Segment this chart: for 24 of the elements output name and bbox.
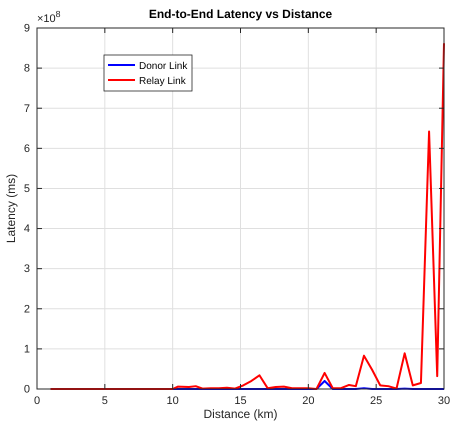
y-tick-label: 7 [24, 102, 30, 115]
text: ×10$^{8}$ [37, 9, 61, 25]
y-tick-label: 9 [24, 22, 30, 35]
x-tick-label: 30 [438, 394, 450, 407]
legend-label: Donor Link [139, 61, 188, 72]
x-tick-label: 20 [302, 394, 314, 407]
y-axis-title: Latency (ms) [4, 174, 18, 244]
x-axis-title: Distance (km) [203, 407, 278, 421]
legend-label: Relay Link [139, 76, 187, 87]
chart-title: End-to-End Latency vs Distance [148, 7, 333, 21]
y-tick-label: 6 [24, 142, 30, 155]
x-tick-label: 5 [102, 394, 108, 407]
y-tick-label: 5 [24, 182, 30, 195]
y-tick-label: 0 [24, 384, 30, 396]
x-tick-label: 10 [166, 394, 179, 407]
y-tick-label: 8 [24, 62, 30, 75]
y-tick-label: 3 [24, 263, 30, 276]
x-tick-label: 25 [370, 394, 382, 407]
y-tick-label: 4 [24, 223, 30, 236]
line-series [50, 42, 445, 390]
x-tick-label: 0 [34, 394, 40, 407]
x-tick-label: 15 [234, 394, 247, 407]
y-tick-label: 1 [24, 343, 30, 356]
y-tick-label: 2 [24, 303, 30, 316]
